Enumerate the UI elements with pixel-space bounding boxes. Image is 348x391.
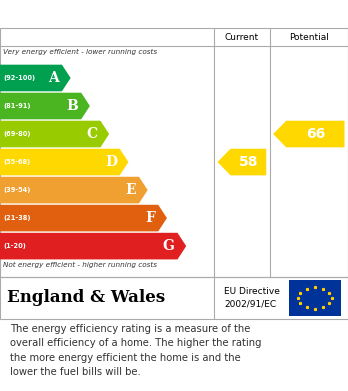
Polygon shape	[218, 149, 266, 175]
Text: (69-80): (69-80)	[3, 131, 31, 137]
Text: C: C	[87, 127, 98, 141]
Polygon shape	[0, 177, 148, 203]
Polygon shape	[0, 93, 90, 119]
Text: (1-20): (1-20)	[3, 243, 26, 249]
Text: Very energy efficient - lower running costs: Very energy efficient - lower running co…	[3, 48, 158, 55]
Text: Current: Current	[225, 32, 259, 41]
Polygon shape	[0, 233, 186, 259]
Text: (81-91): (81-91)	[3, 103, 31, 109]
Bar	[289, 280, 341, 316]
Text: D: D	[105, 155, 117, 169]
Text: E: E	[126, 183, 136, 197]
Text: F: F	[145, 211, 156, 225]
Text: EU Directive: EU Directive	[224, 287, 280, 296]
Text: 58: 58	[239, 155, 258, 169]
Polygon shape	[273, 121, 345, 147]
Polygon shape	[0, 65, 71, 91]
Text: Not energy efficient - higher running costs: Not energy efficient - higher running co…	[3, 262, 158, 268]
Text: 66: 66	[306, 127, 325, 141]
Text: B: B	[67, 99, 78, 113]
Text: G: G	[163, 239, 175, 253]
Text: Potential: Potential	[289, 32, 329, 41]
Text: England & Wales: England & Wales	[7, 289, 165, 307]
Polygon shape	[0, 121, 109, 147]
Polygon shape	[0, 149, 128, 175]
Text: (21-38): (21-38)	[3, 215, 31, 221]
Text: (55-68): (55-68)	[3, 159, 31, 165]
Text: 2002/91/EC: 2002/91/EC	[224, 300, 277, 309]
Text: (92-100): (92-100)	[3, 75, 35, 81]
Text: Energy Efficiency Rating: Energy Efficiency Rating	[69, 7, 279, 22]
Text: The energy efficiency rating is a measure of the
overall efficiency of a home. T: The energy efficiency rating is a measur…	[10, 324, 262, 377]
Polygon shape	[0, 205, 167, 231]
Text: (39-54): (39-54)	[3, 187, 31, 193]
Text: A: A	[48, 71, 59, 85]
